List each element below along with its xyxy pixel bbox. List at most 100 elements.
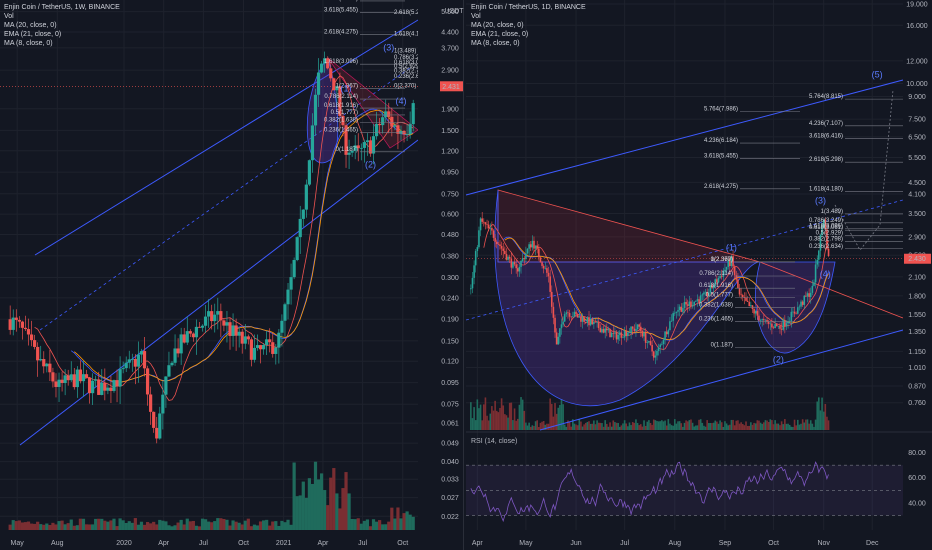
right-chart-panel[interactable]: 5.764(8.815) 5.764(7.986) 4.236(7.107) 4.23… [465, 0, 932, 550]
left-volume-bar [341, 488, 345, 530]
left-chart-title[interactable]: Enjin Coin / TetherUS, 1W, BINANCE [4, 4, 120, 11]
right-candle-body [526, 248, 529, 254]
right-candle-body [720, 275, 723, 277]
right-candle-body [531, 240, 534, 248]
right-volume-bar [756, 420, 759, 430]
right-volume-bar [748, 425, 751, 430]
right-candle-body [622, 337, 624, 339]
right-volume-bar [814, 419, 817, 430]
right-volume-bar [512, 420, 514, 430]
right-candle-body [630, 326, 632, 333]
left-time-tick: Oct [238, 540, 249, 547]
left-indicator-ema21[interactable]: EMA (21, close, 0) [4, 31, 62, 38]
right-indicator-ema21[interactable]: EMA (21, close, 0) [471, 31, 529, 38]
right-candle-body [534, 245, 537, 249]
right-time-axis[interactable]: Apr May Jun Jul Aug Sep Oct Nov Dec [472, 540, 879, 547]
left-fib-right-label: 0.786(3.249) [394, 55, 428, 61]
left-volume-bar [295, 496, 299, 530]
right-price-axis[interactable]: 19.000 16.000 12.000 10.000 9.000 7.500 6.500 5… [903, 0, 932, 550]
left-fib-label: 2.618(4.275) [324, 30, 358, 36]
left-fib-label: 0.236(1.465) [324, 128, 358, 134]
right-ema21-line [504, 237, 829, 341]
left-volume-bar [87, 524, 92, 530]
left-indicator-ma8[interactable]: MA (8, close, 0) [4, 40, 53, 47]
left-volume-bar [66, 523, 70, 530]
left-price-axis[interactable]: 6.6005.5004.4003.7002.9001.9001.5001.200… [418, 0, 464, 550]
right-volume-bar [761, 423, 763, 430]
left-candle-body [48, 363, 52, 373]
left-volume-bar [185, 518, 189, 530]
right-legend[interactable]: Enjin Coin / TetherUS, 1D, BINANCE Vol M… [471, 3, 586, 48]
right-price-tick: 10.000 [906, 81, 928, 88]
right-price-tick: 7.500 [908, 117, 926, 124]
right-volume-bar [610, 426, 613, 430]
right-volume-bar [737, 420, 739, 430]
left-wave-label: (1) [341, 83, 352, 93]
left-fib-right-label: 2.618(5.298) [394, 10, 428, 16]
right-candle-body [567, 312, 569, 314]
left-volume-bar [167, 525, 171, 530]
right-volume-bar [640, 424, 642, 430]
right-fib-label: 0.382(1.638) [699, 303, 733, 309]
left-candle-body [396, 125, 400, 134]
left-candle-body [130, 359, 134, 360]
left-candle-body [216, 311, 220, 315]
right-volume-bar [594, 424, 597, 430]
left-fib-levels: 4.236(6.184) 3.618(5.455) 2.618(4.275) 1.61… [324, 0, 428, 153]
right-volume-bar [622, 423, 624, 430]
left-candle-body [362, 142, 366, 148]
left-volume-bar [133, 518, 137, 530]
left-time-axis[interactable]: May Aug 2020 Apr Jul Oct 2021 Apr Jul Oct [11, 540, 409, 547]
right-candle-body [594, 322, 597, 323]
left-volume-bar [249, 526, 253, 530]
right-volume-bar [623, 420, 626, 430]
left-candle-body [335, 86, 339, 91]
right-volume-bar [818, 397, 820, 430]
left-volume-bar [283, 522, 287, 530]
left-candle-body [286, 289, 290, 305]
right-volume-bar [688, 420, 691, 430]
right-volume-bar [505, 415, 508, 430]
right-volume-bar [709, 423, 712, 430]
right-indicator-ma8[interactable]: MA (8, close, 0) [471, 40, 520, 47]
left-candle-body [176, 348, 180, 354]
left-indicator-ma20[interactable]: MA (20, close, 0) [4, 22, 57, 29]
right-volume-bar [602, 426, 605, 430]
left-chart-panel[interactable]: 4.236(6.184) 3.618(5.455) 2.618(4.275) 1.61… [0, 0, 464, 550]
right-indicator-vol[interactable]: Vol [471, 13, 481, 20]
right-time-tick: Apr [472, 540, 484, 547]
right-indicator-ma20[interactable]: MA (20, close, 0) [471, 22, 524, 29]
left-volume-bar [94, 518, 98, 530]
right-candle-body [711, 285, 713, 289]
left-candle-body [289, 277, 293, 290]
left-volume-bar [100, 518, 104, 530]
right-price-tick: 16.000 [906, 23, 928, 30]
right-candle-body [712, 286, 715, 289]
left-volume-bar [216, 518, 220, 530]
left-volume-bar [118, 518, 122, 530]
right-candle-body [698, 299, 700, 303]
left-volume-bar [381, 524, 385, 530]
right-candle-body [489, 227, 492, 229]
rsi-label: RSI (14, close) [471, 438, 517, 445]
left-candle-body [320, 63, 324, 73]
left-legend[interactable]: Enjin Coin / TetherUS, 1W, BINANCE Vol M… [4, 3, 120, 48]
left-indicator-vol[interactable]: Vol [4, 13, 14, 20]
right-volume-bar [701, 422, 704, 430]
right-candle-body [704, 291, 707, 293]
right-volume-bar [562, 404, 564, 430]
left-volume-bar [356, 518, 360, 530]
right-candle-body [782, 320, 785, 330]
right-volume-bar [758, 420, 760, 430]
right-volume-bar [550, 403, 553, 430]
right-candle-body [787, 321, 789, 324]
rsi-pane[interactable]: RSI (14, close) 80.00 60.00 40.00 [466, 431, 932, 523]
right-grid [466, 0, 903, 530]
right-candle-body [772, 327, 775, 329]
right-volume-bar [706, 420, 708, 430]
left-fib-label: 1(2.367) [336, 84, 358, 90]
right-volume-bar [589, 423, 592, 430]
right-chart-title[interactable]: Enjin Coin / TetherUS, 1D, BINANCE [471, 4, 586, 11]
right-volume-bar [544, 424, 547, 430]
right-drawings [465, 79, 904, 431]
